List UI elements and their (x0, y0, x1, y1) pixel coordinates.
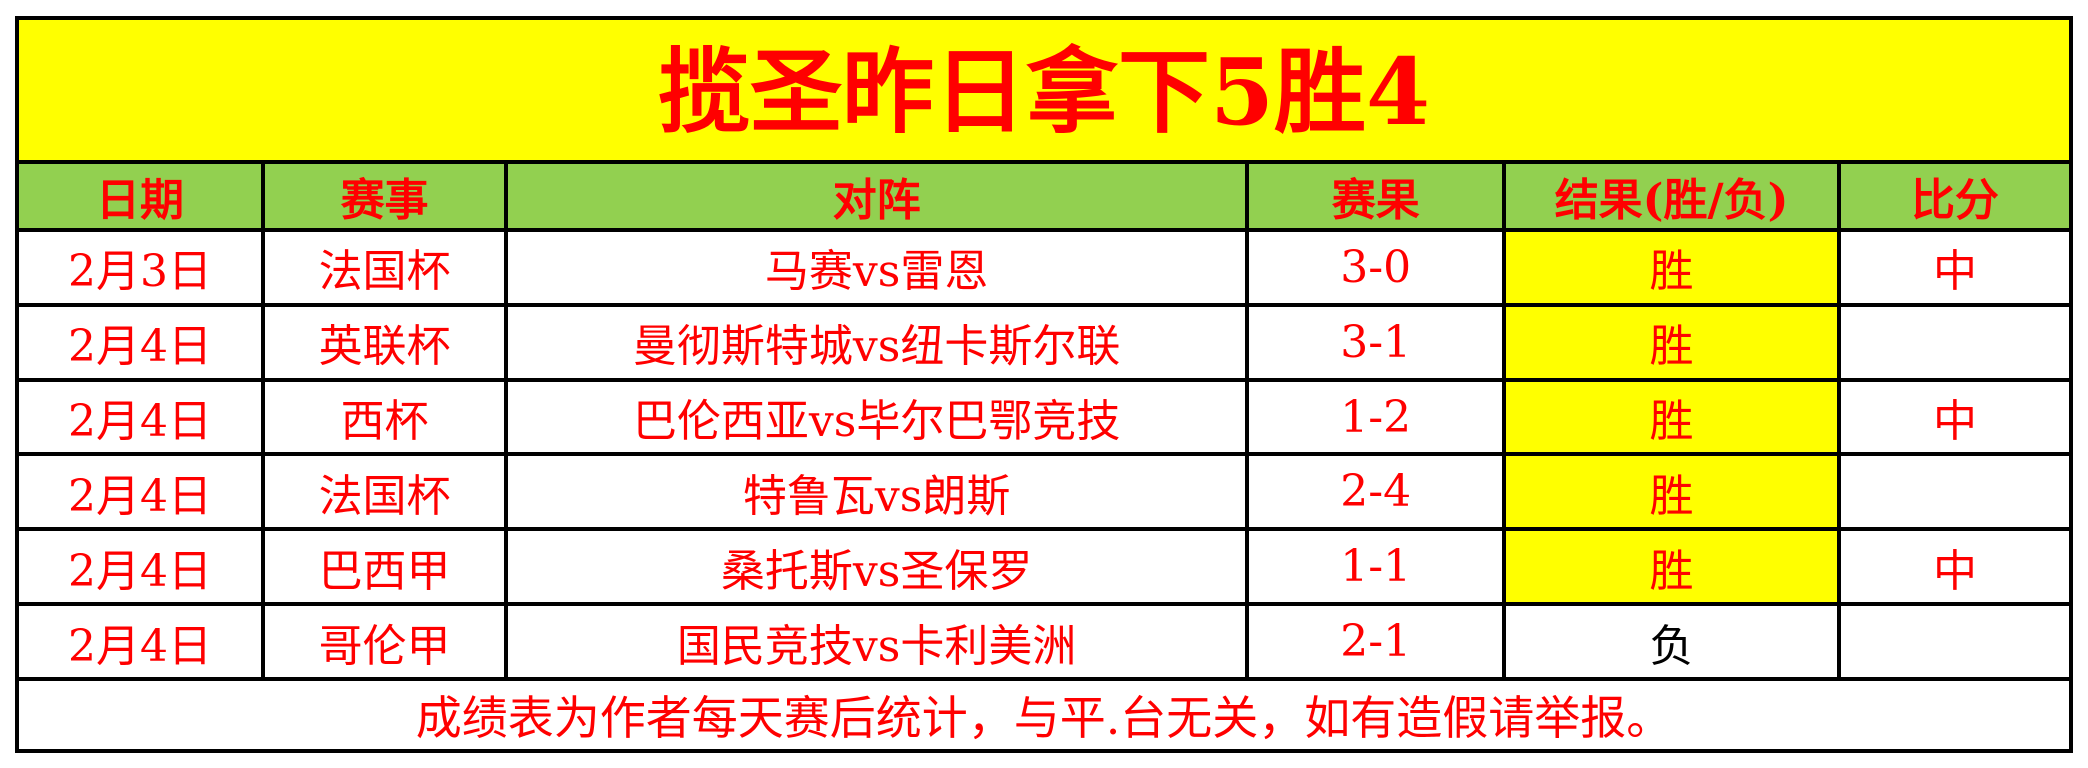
cell-league: 法国杯 (261, 232, 504, 303)
cell-score: 2-1 (1245, 606, 1502, 677)
table-row: 2月3日 法国杯 马赛vs雷恩 3-0 胜 中 (19, 228, 2069, 303)
cell-league: 哥伦甲 (261, 606, 504, 677)
cell-hit: 中 (1836, 531, 2069, 603)
table-row: 2月4日 西杯 巴伦西亚vs毕尔巴鄂竞技 1-2 胜 中 (19, 377, 2069, 453)
cell-match: 曼彻斯特城vs纽卡斯尔联 (504, 306, 1245, 378)
column-header-score: 赛果 (1245, 164, 1503, 228)
cell-hit (1836, 456, 2069, 528)
column-header-date: 日期 (19, 164, 262, 228)
cell-match: 特鲁瓦vs朗斯 (504, 456, 1245, 528)
cell-league: 西杯 (261, 381, 504, 453)
column-header-result: 结果(胜/负) (1502, 164, 1837, 228)
column-header-hit: 比分 (1836, 164, 2069, 228)
cell-match: 国民竞技vs卡利美洲 (504, 606, 1245, 677)
cell-score: 3-1 (1245, 306, 1502, 378)
table-row: 2月4日 法国杯 特鲁瓦vs朗斯 2-4 胜 (19, 452, 2069, 528)
cell-score: 2-4 (1245, 456, 1502, 528)
cell-date: 2月3日 (68, 246, 213, 298)
cell-match: 巴伦西亚vs毕尔巴鄂竞技 (504, 381, 1245, 453)
results-table: 揽圣昨日拿下5胜4 日期 赛事 对阵 赛果 结果(胜/负) 比分 2月3日 法国杯 马赛v… (15, 16, 2073, 753)
cell-result: 胜 (1502, 456, 1837, 528)
column-header-match: 对阵 (504, 164, 1246, 228)
cell-date: 2月4日 (68, 321, 213, 373)
column-header-league: 赛事 (261, 164, 505, 228)
cell-match: 桑托斯vs圣保罗 (504, 531, 1245, 603)
cell-date: 2月4日 (68, 545, 213, 597)
cell-hit (1836, 606, 2069, 677)
table-row: 2月4日 巴西甲 桑托斯vs圣保罗 1-1 胜 中 (19, 527, 2069, 603)
cell-score: 3-0 (1245, 232, 1502, 303)
cell-hit (1836, 306, 2069, 378)
cell-league: 巴西甲 (261, 531, 504, 603)
footer-bar: 成绩表为作者每天赛后统计，与平.台无关，如有造假请举报。 (19, 677, 2069, 749)
cell-result: 胜 (1502, 306, 1837, 378)
cell-hit: 中 (1836, 232, 2069, 303)
cell-result: 胜 (1502, 381, 1837, 453)
title-banner: 揽圣昨日拿下5胜4 (19, 20, 2069, 160)
cell-league: 法国杯 (261, 456, 504, 528)
cell-league: 英联杯 (261, 306, 504, 378)
footer-note: 成绩表为作者每天赛后统计，与平.台无关，如有造假请举报。 (415, 691, 1673, 745)
table-header-row: 日期 赛事 对阵 赛果 结果(胜/负) 比分 (19, 160, 2069, 228)
table-body: 2月3日 法国杯 马赛vs雷恩 3-0 胜 中 2月4日 英联杯 曼彻斯特城vs… (19, 228, 2069, 677)
cell-match: 马赛vs雷恩 (504, 232, 1245, 303)
cell-score: 1-2 (1245, 381, 1502, 453)
table-row: 2月4日 哥伦甲 国民竞技vs卡利美洲 2-1 负 (19, 602, 2069, 677)
cell-result: 胜 (1502, 232, 1837, 303)
cell-date: 2月4日 (68, 620, 213, 672)
cell-score: 1-1 (1245, 531, 1502, 603)
table-row: 2月4日 英联杯 曼彻斯特城vs纽卡斯尔联 3-1 胜 (19, 302, 2069, 378)
page-title: 揽圣昨日拿下5胜4 (657, 38, 1431, 146)
cell-date: 2月4日 (68, 396, 213, 448)
cell-result: 胜 (1502, 531, 1837, 603)
cell-date: 2月4日 (68, 470, 213, 522)
cell-result: 负 (1502, 606, 1837, 677)
cell-hit: 中 (1836, 381, 2069, 453)
